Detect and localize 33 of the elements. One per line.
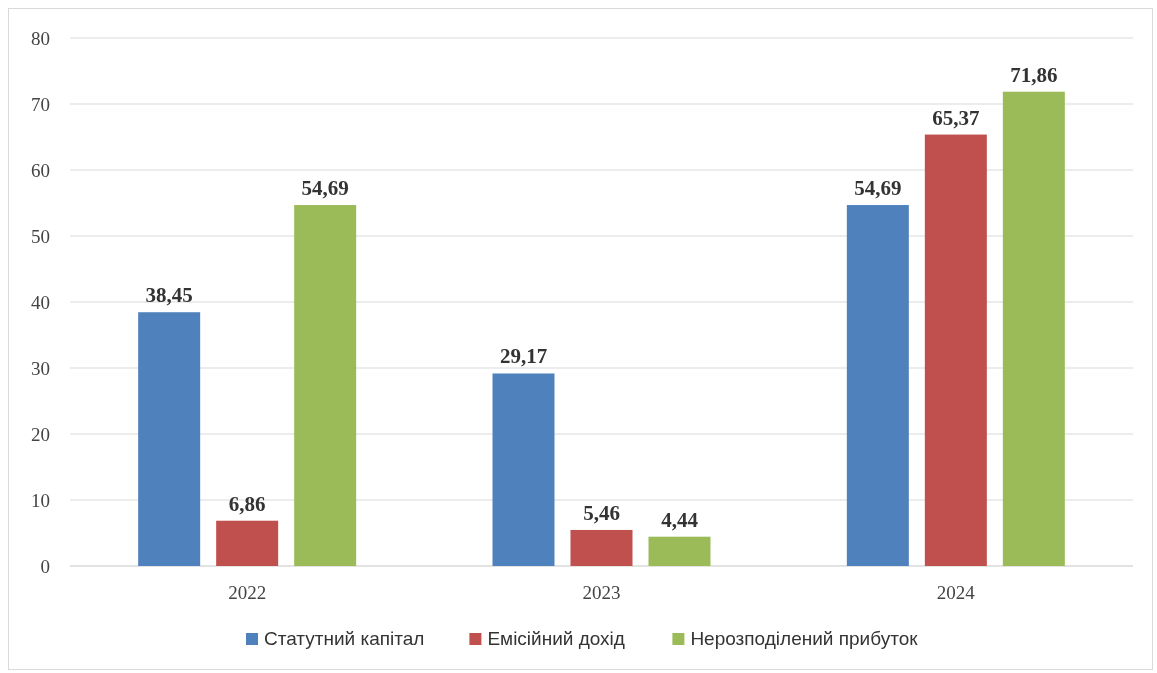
data-label: 38,45 — [145, 283, 193, 308]
y-tick-label: 10 — [31, 489, 50, 511]
bar — [1002, 91, 1065, 566]
data-label: 71,86 — [1010, 62, 1058, 87]
legend-label: Нерозподілений прибуток — [690, 628, 919, 649]
x-tick-label: 2022 — [228, 582, 267, 603]
bar — [216, 520, 279, 566]
legend-label: Статутний капітал — [264, 628, 425, 649]
bar — [924, 134, 987, 566]
y-tick-label: 40 — [31, 291, 50, 313]
y-tick-label: 20 — [31, 423, 50, 445]
x-tick-label: 2024 — [936, 582, 976, 603]
data-label: 65,37 — [932, 105, 980, 130]
bar — [570, 529, 633, 566]
bar — [138, 312, 201, 566]
legend-label: Емісійний дохід — [487, 628, 625, 649]
y-tick-label: 80 — [31, 27, 50, 49]
data-label: 4,44 — [661, 507, 699, 532]
x-tick-label: 2023 — [582, 582, 621, 603]
bar — [846, 205, 909, 566]
y-tick-label: 70 — [31, 93, 50, 115]
y-tick-label: 30 — [31, 357, 50, 379]
bar — [648, 536, 711, 566]
y-tick-label: 50 — [31, 225, 50, 247]
y-tick-label: 0 — [40, 555, 50, 577]
y-tick-label: 60 — [31, 159, 50, 181]
data-label: 54,69 — [301, 176, 349, 201]
bar — [294, 205, 357, 566]
data-label: 54,69 — [854, 176, 902, 201]
data-label: 29,17 — [499, 344, 548, 369]
data-label: 5,46 — [583, 500, 620, 525]
bar — [492, 373, 555, 566]
data-label: 6,86 — [228, 491, 266, 516]
